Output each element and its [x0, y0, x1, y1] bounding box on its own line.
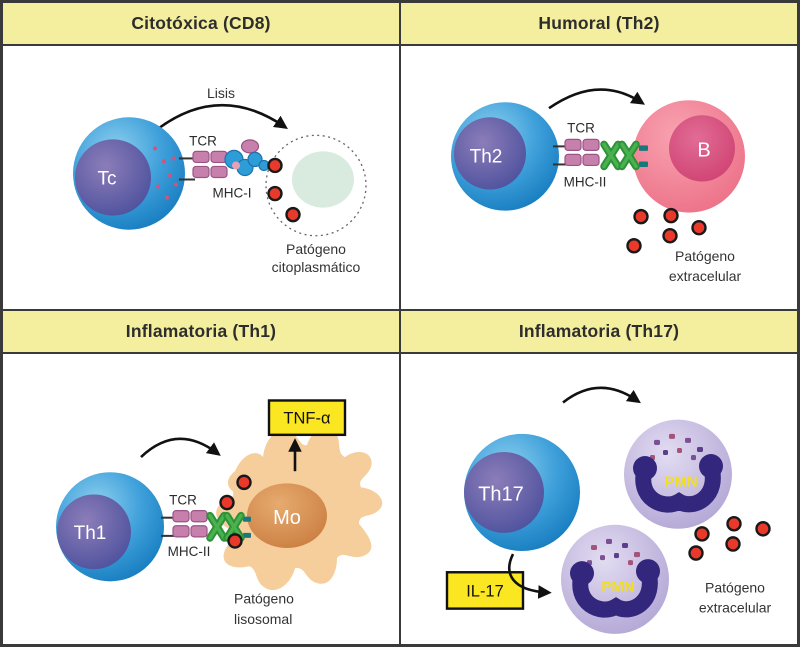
lysis-arrow: [155, 103, 288, 132]
th2-cell: Th2: [451, 102, 559, 211]
cd8-pathogen-label-line1: Patógeno: [286, 241, 346, 257]
tnf-label: TNF-α: [283, 409, 330, 428]
th1-pathogen-label-line2: lisosomal: [234, 611, 292, 627]
th1-activation-arrow: [140, 437, 221, 459]
pmn-label-bottom: PMN: [601, 578, 634, 595]
th17-recruitment-arrow-bottom: [508, 553, 552, 599]
panel-cd8-body: Lisis Tc: [3, 46, 399, 309]
panel-th17-header: Inflamatoria (Th17): [401, 311, 797, 354]
lysis-label: Lisis: [207, 85, 235, 101]
th2-diagram: B Th2: [451, 88, 745, 284]
pmn-label-top: PMN: [664, 473, 697, 490]
pmn-nucleus: [572, 563, 658, 618]
tcr-label: TCR: [189, 133, 217, 148]
th2-pathogen-label-line1: Patógeno: [675, 248, 735, 264]
macrophage-cell: Mo: [216, 427, 383, 591]
panel-th1-header: Inflamatoria (Th1): [3, 311, 399, 354]
infected-cell: [265, 134, 367, 237]
th2-activation-arrow: [548, 88, 645, 110]
panel-cd8: Citotóxica (CD8) Lisis Tc: [2, 2, 400, 310]
th17-diagram: PMN: [445, 386, 772, 634]
th2-cell-label: Th2: [470, 146, 503, 167]
th1-cell: Th1: [56, 472, 164, 582]
panel-th2: Humoral (Th2) B Th2: [400, 2, 798, 310]
tc-granules: [153, 146, 178, 200]
th1-cell-label: Th1: [74, 523, 107, 544]
th17-recruitment-arrow-top: [562, 386, 641, 404]
pmn-cell-bottom: PMN: [561, 524, 669, 634]
tcr-blocks: [172, 510, 208, 538]
th17-pathogen-label-line1: Patógeno: [705, 579, 765, 595]
tcr-mhc1-complex: TCR MHC-I: [179, 133, 282, 201]
panel-th1: Inflamatoria (Th1) Mo TNF-α: [2, 310, 400, 645]
panel-cd8-title: Citotóxica (CD8): [131, 13, 271, 33]
tc-cell-label: Tc: [98, 168, 117, 189]
macrophage-label: Mo: [273, 507, 301, 529]
th1-diagram: Mo TNF-α Th1: [56, 399, 383, 627]
tcr-blocks: [564, 138, 600, 167]
mhc2-molecule-a: [600, 140, 622, 171]
cytoplasmic-pathogen-dots: [267, 157, 301, 223]
th2-pathogen-label-line2: extracelular: [669, 268, 742, 284]
il17-label: IL-17: [466, 581, 504, 600]
panel-th2-title: Humoral (Th2): [538, 13, 660, 33]
tcr-label: TCR: [169, 492, 197, 507]
tcr-mhc2-complex: TCR MHC-II: [553, 120, 648, 190]
panel-th2-header: Humoral (Th2): [401, 3, 797, 46]
th17-cell-label: Th17: [478, 483, 524, 505]
mhc2-molecule-b: [618, 140, 640, 171]
th17-cell: Th17: [464, 433, 580, 552]
panel-th17-title: Inflamatoria (Th17): [518, 321, 680, 341]
panel-th1-title: Inflamatoria (Th1): [125, 321, 277, 341]
tcr-blocks: [192, 150, 228, 179]
tnf-box: [267, 399, 347, 437]
extracellular-pathogen-dots: [688, 515, 771, 561]
panel-th2-body: B Th2: [401, 46, 797, 309]
pmn-nucleus: [635, 458, 721, 513]
extracellular-pathogen-dots: [626, 207, 707, 254]
panel-cd8-header: Citotóxica (CD8): [3, 3, 399, 46]
mhc2-molecule-a: [206, 511, 228, 542]
cd8-diagram: Lisis Tc: [73, 85, 367, 275]
il17-box: [445, 571, 525, 610]
pmn-granules: [650, 433, 703, 461]
panel-th1-body: Mo TNF-α Th1: [3, 354, 399, 644]
tcr-label: TCR: [567, 120, 595, 135]
lysosomal-pathogen-dots: [219, 474, 252, 549]
th17-pathogen-label-line2: extracelular: [699, 600, 772, 616]
panel-th17: Inflamatoria (Th17): [400, 310, 798, 645]
panel-th17-body: PMN: [401, 354, 797, 644]
mhc1-label: MHC-I: [213, 186, 252, 201]
pmn-granules: [587, 538, 640, 566]
mhc2-label: MHC-II: [564, 175, 607, 190]
tc-cell: Tc: [73, 117, 185, 230]
b-cell-label: B: [697, 139, 710, 161]
pmn-cell-top: PMN: [624, 419, 732, 529]
b-cell: B: [633, 100, 745, 213]
mhc2-label: MHC-II: [168, 544, 211, 559]
th1-pathogen-label-line1: Patógeno: [234, 591, 294, 607]
cd8-pathogen-label-line2: citoplasmático: [272, 259, 361, 275]
